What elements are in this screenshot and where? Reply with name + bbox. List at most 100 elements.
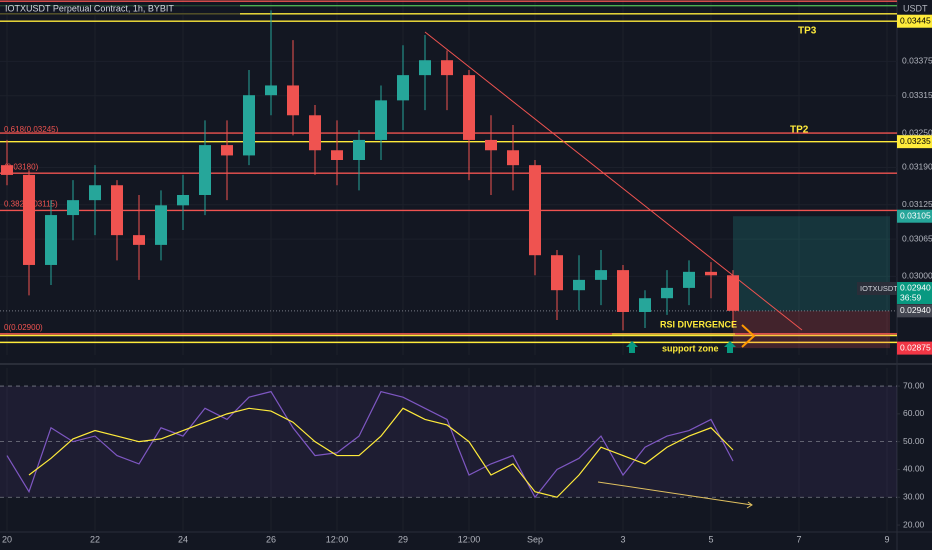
y-tick-label: 60.00	[903, 408, 925, 418]
y-tick-label: 40.00	[903, 464, 925, 474]
y-tick-label: 50.00	[903, 436, 925, 446]
candle-body	[155, 205, 167, 245]
price-tag	[897, 341, 932, 355]
x-tick-label: Sep	[527, 534, 543, 544]
candle-body	[199, 145, 211, 195]
y-tick-label: 0.03125	[902, 199, 932, 209]
divergence-arrow	[746, 501, 753, 509]
x-tick-label: 26	[266, 534, 276, 544]
title-backdrop	[0, 2, 240, 15]
chevron	[741, 324, 756, 348]
candle-body	[727, 275, 739, 311]
x-tick-label: 12:00	[326, 534, 349, 544]
y-tick-label: 0.03065	[902, 233, 932, 243]
candle-body	[441, 60, 453, 76]
position	[0, 216, 897, 349]
y-tick-label: 0.03315	[902, 90, 932, 100]
grid	[0, 385, 900, 526]
annotation: TP2	[790, 125, 809, 136]
candle-body	[265, 85, 277, 96]
candle-body	[551, 255, 563, 291]
position-stop	[733, 310, 890, 349]
annotation: support zone	[662, 343, 719, 353]
countdown: 36:59	[900, 292, 922, 302]
candle-body	[617, 270, 629, 312]
candle-body	[507, 150, 519, 166]
rsi-line	[6, 390, 734, 499]
trend-line	[424, 31, 803, 331]
y-tick-label: 0.03250	[902, 127, 932, 137]
candle-body	[397, 75, 409, 101]
candle-body	[705, 271, 717, 276]
candle-body	[485, 139, 497, 151]
x-tick-label: 5	[708, 534, 713, 544]
candle-body	[573, 279, 585, 291]
x-tick-label: 12:00	[458, 534, 481, 544]
annotation: TP3	[798, 26, 817, 37]
currency: USDT	[903, 3, 928, 13]
chart-title: IOTXUSDT Perpetual Contract, 1h, BYBIT	[5, 3, 174, 13]
last-price-tag	[897, 282, 932, 304]
candle-body	[133, 235, 145, 245]
candle-body	[221, 145, 233, 156]
symbol-tag	[857, 282, 897, 295]
x-tick-label: 29	[398, 534, 408, 544]
candle-body	[1, 165, 13, 175]
candle-body	[45, 215, 57, 265]
y-tick-label: 30.00	[903, 492, 925, 502]
price-axis	[897, 0, 932, 550]
x-tick-label: 9	[884, 534, 889, 544]
candle-body	[375, 100, 387, 140]
fib-label: 0(0.02900)	[4, 323, 43, 332]
price-tag	[897, 304, 932, 318]
arrow-up	[626, 341, 638, 353]
candle-body	[419, 60, 431, 76]
price-tag	[897, 135, 932, 149]
price-tags: 0.03445 0.03235 0.03105 0.02940 0.02875 IOTXU…	[857, 14, 932, 355]
price-tag-label: 0.03105	[900, 210, 931, 220]
x-tick-label: 7	[796, 534, 801, 544]
y-tick-label: 0.03000	[902, 271, 932, 281]
last-price-label: 0.02940	[900, 282, 931, 292]
x-tick-label: 20	[2, 534, 12, 544]
price-tag	[897, 14, 932, 28]
fib-label: 0.618(0.03245)	[4, 125, 59, 134]
rsi-ma-line	[28, 407, 734, 498]
symbol-label: IOTXUSDT	[860, 284, 898, 293]
marks	[1, 10, 739, 499]
price-tag-label: 0.02875	[900, 342, 931, 352]
candle-body	[243, 95, 255, 156]
candle-body	[661, 287, 673, 299]
candle-body	[683, 271, 695, 288]
candle-body	[463, 75, 475, 140]
candle-body	[287, 85, 299, 116]
candle-body	[111, 185, 123, 236]
candle-body	[353, 139, 365, 161]
price-tag-label: 0.03235	[900, 136, 931, 146]
candle-body	[89, 185, 101, 201]
fib-label: (0.03180)	[4, 162, 39, 171]
divergence-line	[597, 481, 753, 506]
candle-body	[309, 115, 321, 151]
x-tick-label: 3	[620, 534, 625, 544]
y-tick-label: 20.00	[903, 519, 925, 529]
candle-body	[639, 298, 651, 312]
position-target	[733, 216, 890, 311]
y-tick-label: 0.03375	[902, 56, 932, 66]
y-tick-label: 0.03190	[902, 162, 932, 172]
price-tag-label: 0.03445	[900, 15, 931, 25]
candle-body	[177, 194, 189, 206]
price-tag	[897, 209, 932, 223]
arrow-up	[724, 341, 736, 353]
candle-body	[67, 200, 79, 216]
price-tag-label: 0.02940	[900, 305, 931, 315]
candle-body	[23, 174, 35, 265]
x-tick-label: 24	[178, 534, 188, 544]
candle-body	[529, 165, 541, 256]
annotation: RSI DIVERGENCE	[660, 319, 737, 329]
y-tick-label: 70.00	[903, 380, 925, 390]
candle-body	[595, 270, 607, 280]
candle-body	[331, 150, 343, 161]
